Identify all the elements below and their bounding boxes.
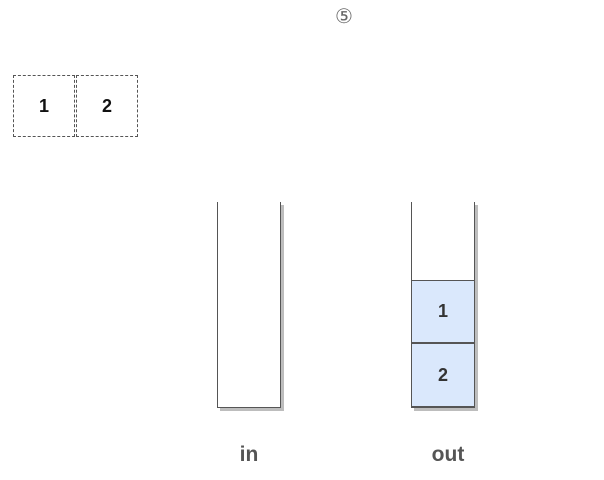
out-stack-item-2: 2 — [411, 343, 475, 407]
queue-cell-2: 2 — [76, 75, 138, 137]
out-stack: 1 2 — [411, 202, 475, 408]
in-stack-label: in — [239, 443, 259, 466]
step-marker: ⑤ — [335, 4, 353, 28]
out-stack-label: out — [431, 443, 465, 466]
out-stack-item-1: 1 — [411, 280, 475, 343]
queue-cell-1: 1 — [13, 75, 75, 137]
in-stack — [217, 202, 281, 408]
